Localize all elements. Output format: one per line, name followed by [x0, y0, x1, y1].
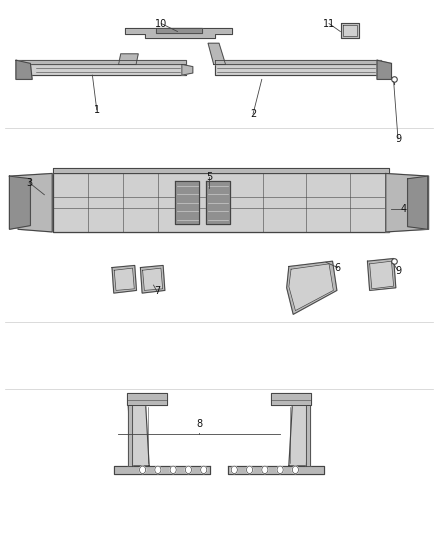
Polygon shape	[128, 405, 132, 466]
Polygon shape	[289, 405, 310, 466]
Polygon shape	[175, 181, 199, 224]
Polygon shape	[10, 176, 30, 229]
Circle shape	[140, 466, 146, 473]
Text: 5: 5	[206, 172, 212, 182]
Text: 3: 3	[26, 177, 32, 188]
Text: 6: 6	[335, 263, 341, 272]
Polygon shape	[287, 261, 337, 314]
Text: 1: 1	[94, 104, 100, 115]
Polygon shape	[289, 264, 333, 311]
Polygon shape	[208, 43, 226, 64]
Polygon shape	[215, 64, 381, 75]
Polygon shape	[206, 181, 230, 224]
Polygon shape	[215, 60, 381, 64]
Polygon shape	[386, 173, 428, 232]
Polygon shape	[377, 60, 392, 79]
Circle shape	[292, 466, 298, 473]
Circle shape	[185, 466, 191, 473]
Circle shape	[231, 466, 237, 473]
Polygon shape	[114, 268, 134, 290]
Polygon shape	[408, 176, 427, 229]
Polygon shape	[182, 64, 193, 75]
Polygon shape	[141, 265, 165, 293]
Polygon shape	[10, 173, 52, 232]
Polygon shape	[16, 64, 186, 75]
Polygon shape	[127, 393, 166, 405]
Circle shape	[247, 466, 253, 473]
Polygon shape	[343, 25, 357, 36]
Circle shape	[155, 466, 161, 473]
Polygon shape	[272, 393, 311, 405]
Polygon shape	[341, 23, 359, 38]
Polygon shape	[370, 261, 394, 289]
Text: 11: 11	[323, 19, 335, 29]
Polygon shape	[155, 28, 201, 33]
Text: 4: 4	[400, 204, 406, 214]
Polygon shape	[53, 173, 389, 232]
Circle shape	[277, 466, 283, 473]
Circle shape	[201, 466, 207, 473]
Circle shape	[170, 466, 176, 473]
Polygon shape	[16, 60, 186, 64]
Polygon shape	[16, 60, 32, 79]
Polygon shape	[114, 466, 210, 474]
Polygon shape	[367, 259, 396, 290]
Text: 9: 9	[395, 266, 401, 276]
Polygon shape	[143, 268, 162, 290]
Polygon shape	[53, 168, 389, 173]
Polygon shape	[128, 405, 149, 466]
Polygon shape	[119, 54, 138, 64]
Text: 10: 10	[155, 19, 167, 29]
Polygon shape	[228, 466, 324, 474]
Text: 8: 8	[196, 418, 202, 429]
Polygon shape	[306, 405, 310, 466]
Polygon shape	[112, 265, 137, 293]
Text: 9: 9	[395, 134, 401, 144]
Circle shape	[262, 466, 268, 473]
Text: 2: 2	[250, 109, 256, 119]
Text: 7: 7	[154, 286, 160, 296]
Polygon shape	[125, 28, 232, 38]
